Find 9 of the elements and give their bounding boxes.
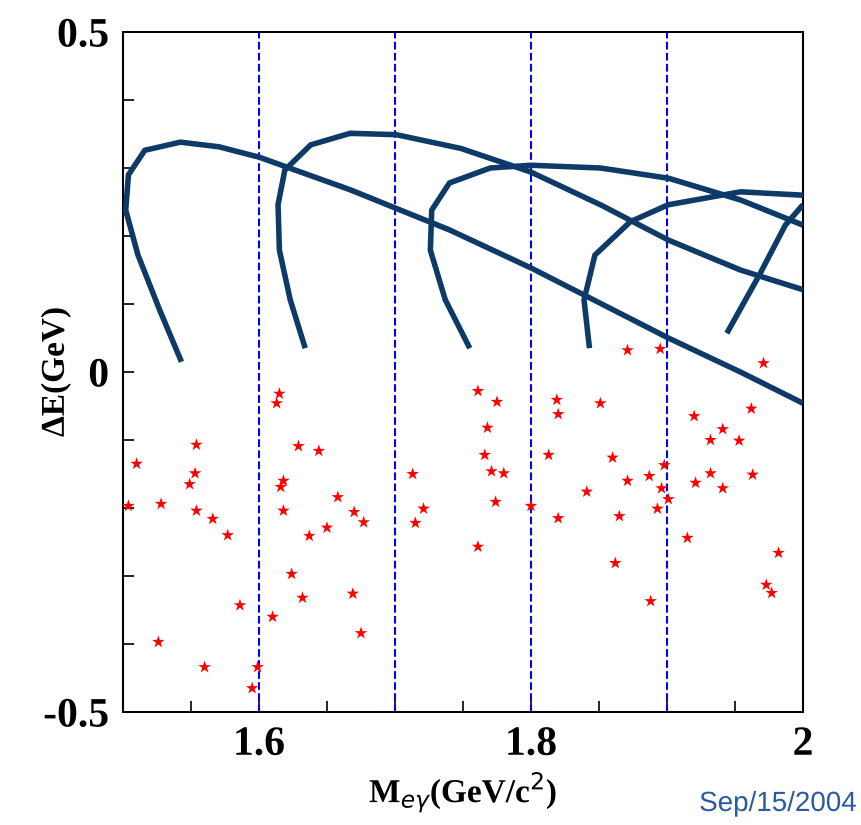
text: Sep/15/2004 (700, 790, 856, 817)
y-tick-label: 0 (90, 358, 108, 387)
y-tick-label: -0.5 (44, 698, 108, 728)
x-tick-label: 1.8 (508, 727, 556, 756)
x-tick-label: 1.6 (236, 727, 284, 756)
y-tick-label: 0.5 (58, 18, 108, 48)
x-tick-label: 2 (794, 727, 812, 755)
y-axis-title: ΔE(GeV) (40, 308, 71, 437)
x-axis-title: M$_{eγ}$(GeV/c$^{2}$) (370, 772, 556, 812)
